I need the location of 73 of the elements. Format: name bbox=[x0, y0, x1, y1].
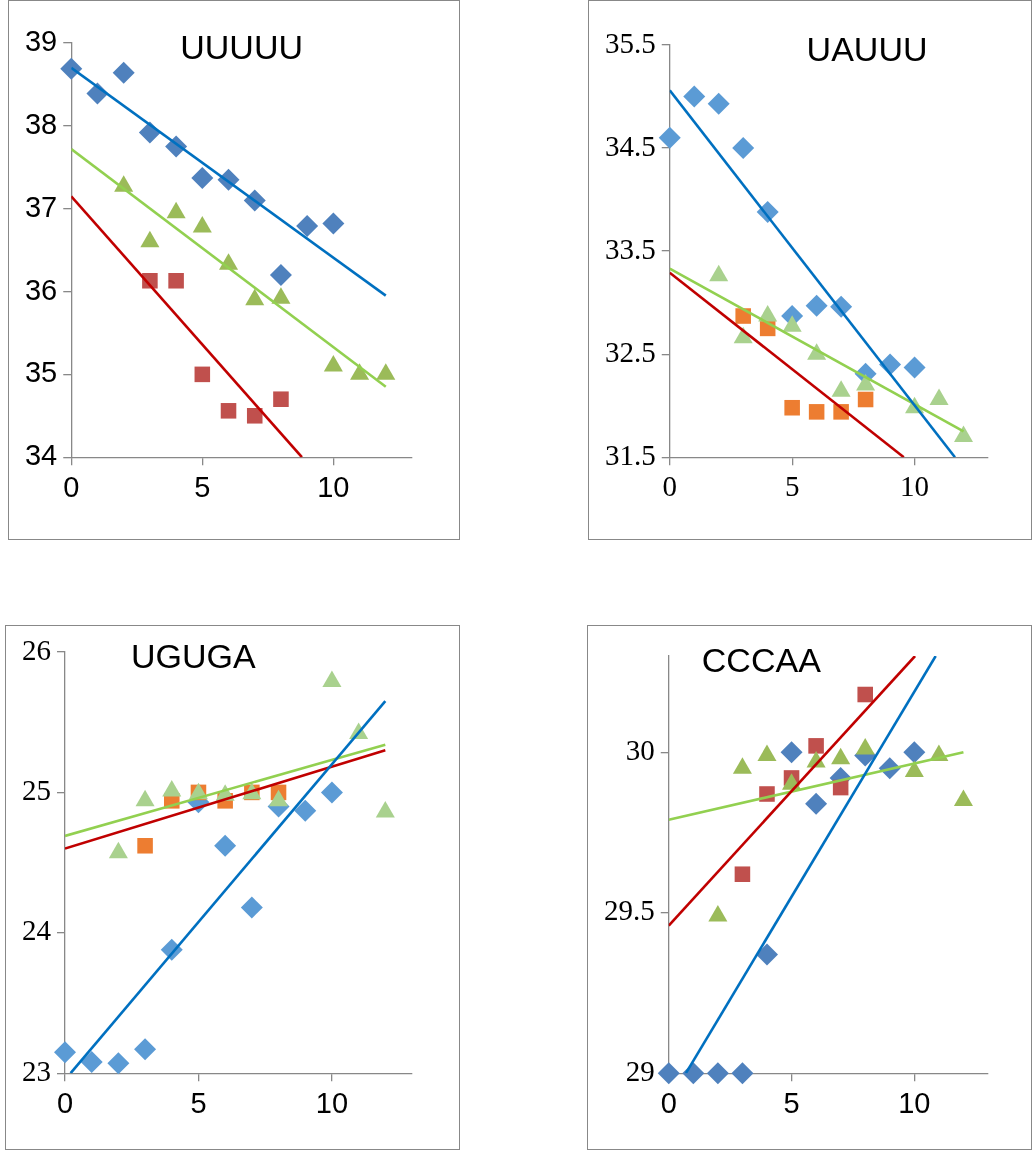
point bbox=[805, 792, 828, 815]
point bbox=[194, 366, 211, 383]
point bbox=[903, 741, 926, 764]
point bbox=[137, 837, 153, 854]
y-tick-label: 39 bbox=[24, 25, 58, 57]
x-tick-label: 0 bbox=[662, 470, 677, 503]
x-tick-label: 10 bbox=[900, 470, 930, 503]
point bbox=[60, 57, 83, 80]
x-tick-label: 0 bbox=[63, 470, 80, 503]
y-tick-label: 35 bbox=[24, 356, 58, 389]
y-tick-label: 35.5 bbox=[605, 26, 656, 59]
point bbox=[903, 356, 926, 379]
y-tick-label: 32.5 bbox=[605, 335, 656, 368]
point bbox=[246, 408, 263, 424]
point bbox=[322, 212, 345, 235]
y-tick-label: 38 bbox=[24, 107, 58, 140]
chart-title: UUUUU bbox=[180, 28, 304, 67]
point bbox=[731, 1062, 754, 1085]
x-tick-label: 0 bbox=[56, 1086, 74, 1119]
point bbox=[80, 1050, 103, 1073]
point bbox=[808, 738, 824, 754]
x-tick-label: 10 bbox=[315, 1086, 349, 1119]
chart-title: UAUUU bbox=[806, 30, 928, 69]
y-tick-label: 31.5 bbox=[605, 438, 656, 471]
point bbox=[857, 391, 874, 408]
point bbox=[214, 834, 237, 857]
y-tick-label: 23 bbox=[22, 1054, 51, 1087]
y-tick-label: 33.5 bbox=[605, 232, 656, 265]
y-tick-label: 29 bbox=[625, 1054, 655, 1087]
x-tick-label: 5 bbox=[783, 1086, 800, 1119]
chart-title: UGUGA bbox=[131, 637, 257, 676]
x-tick-label: 5 bbox=[194, 470, 211, 503]
y-tick-label: 25 bbox=[22, 774, 51, 807]
point bbox=[240, 896, 263, 919]
y-tick-label: 37 bbox=[24, 190, 58, 223]
point bbox=[320, 781, 343, 804]
point bbox=[54, 1041, 76, 1064]
point bbox=[683, 85, 706, 108]
y-tick-label: 26 bbox=[22, 633, 51, 666]
x-tick-label: 10 bbox=[898, 1086, 931, 1119]
y-tick-label: 30 bbox=[625, 733, 655, 766]
point bbox=[294, 799, 317, 822]
point bbox=[707, 92, 730, 115]
point bbox=[857, 686, 873, 703]
x-tick-label: 10 bbox=[317, 470, 350, 503]
point bbox=[191, 167, 214, 190]
point bbox=[734, 866, 751, 883]
point bbox=[296, 215, 319, 238]
point bbox=[269, 263, 292, 286]
point bbox=[220, 403, 237, 419]
point bbox=[755, 943, 778, 966]
point bbox=[706, 1062, 729, 1085]
x-tick-label: 0 bbox=[660, 1086, 677, 1119]
y-tick-label: 34.5 bbox=[605, 129, 656, 162]
point bbox=[805, 294, 828, 317]
point bbox=[168, 272, 184, 289]
point bbox=[780, 741, 803, 764]
point bbox=[657, 1062, 680, 1085]
x-tick-label: 5 bbox=[190, 1086, 207, 1119]
y-tick-label: 36 bbox=[24, 273, 58, 306]
x-tick-label: 5 bbox=[784, 470, 800, 503]
y-tick-label: 29.5 bbox=[604, 894, 655, 927]
y-tick-label: 24 bbox=[22, 914, 52, 947]
chart-title: CCCAA bbox=[701, 641, 822, 680]
point bbox=[808, 404, 825, 420]
point bbox=[732, 137, 755, 160]
point bbox=[134, 1038, 157, 1061]
point bbox=[112, 61, 135, 84]
point bbox=[784, 399, 800, 416]
point bbox=[273, 391, 289, 407]
y-tick-label: 34 bbox=[24, 439, 58, 472]
point bbox=[107, 1052, 130, 1075]
point bbox=[658, 126, 681, 149]
